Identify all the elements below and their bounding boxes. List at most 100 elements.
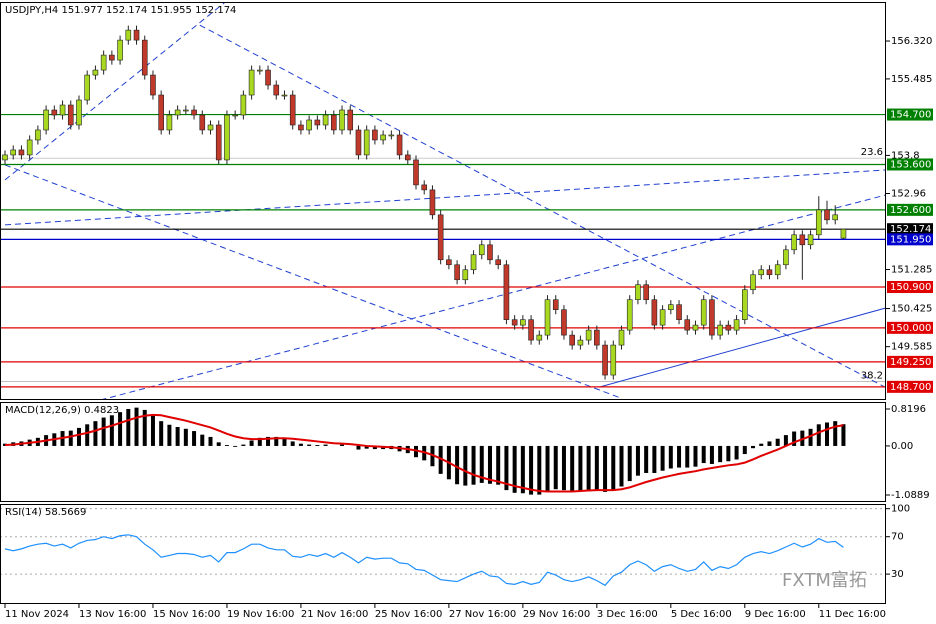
x-tick-label: 25 Nov 16:00 — [375, 609, 442, 620]
macd-bar — [249, 440, 254, 446]
macd-bar — [93, 421, 98, 446]
macd-bar — [783, 435, 788, 446]
candle-body — [117, 39, 123, 61]
macd-bar — [241, 444, 246, 446]
macd-bar — [792, 431, 797, 446]
panel — [0, 508, 886, 587]
macd-bar — [726, 445, 731, 462]
candle-body — [273, 84, 280, 96]
macd-bar — [520, 445, 525, 494]
candle-body — [100, 54, 107, 71]
level-tag: 154.700 — [887, 108, 933, 121]
level-label: 149.250 — [890, 357, 931, 368]
candle-body — [92, 69, 99, 76]
level-box — [887, 233, 933, 246]
candle-body — [684, 319, 691, 331]
candle-body — [224, 114, 230, 161]
candle-body — [421, 184, 428, 191]
macd-bar — [644, 445, 649, 473]
trend-line — [199, 24, 886, 389]
x-tick-label: 19 Nov 16:00 — [227, 609, 294, 620]
macd-bar — [479, 445, 484, 483]
candle-body — [758, 269, 765, 276]
macd-bar — [290, 441, 295, 446]
level-tag: 151.950 — [887, 233, 933, 246]
macd-bar — [611, 445, 616, 490]
macd-bar — [471, 445, 476, 485]
candle-body — [174, 109, 181, 116]
macd-bar — [529, 445, 534, 495]
macd-bar — [586, 445, 591, 490]
candle-body — [339, 109, 345, 131]
level-box — [887, 280, 933, 293]
signal-line — [4, 413, 844, 493]
macd-bar — [561, 445, 566, 491]
y-tick-label: 152.96 — [891, 189, 926, 200]
macd-bar — [224, 445, 229, 446]
y-tick-label: 30 — [891, 569, 904, 580]
macd-bar — [282, 437, 287, 446]
macd-bar — [274, 436, 279, 446]
macd-bar — [455, 445, 460, 485]
candle-body — [626, 299, 633, 331]
macd-bar — [537, 445, 542, 495]
candle-body — [396, 134, 403, 156]
candle-body — [150, 74, 156, 96]
candle-body — [717, 324, 723, 336]
macd-bar — [570, 445, 575, 492]
panel-title: MACD(12,26,9) 0.4823 — [5, 405, 119, 416]
candle-body — [437, 214, 444, 261]
x-tick-label: 5 Dec 16:00 — [671, 609, 732, 620]
macd-bar — [553, 445, 558, 490]
candle-body — [372, 129, 378, 141]
x-tick-label: 21 Nov 16:00 — [301, 609, 368, 620]
candle-body — [618, 329, 625, 346]
trend-line — [599, 307, 886, 388]
candle-body — [183, 109, 189, 112]
macd-bar — [76, 427, 81, 446]
candle-body — [257, 69, 263, 72]
panel-frame — [0, 504, 886, 604]
macd-bar — [85, 424, 90, 446]
macd-bar — [109, 415, 114, 446]
macd-bar — [183, 428, 188, 446]
macd-bar — [208, 436, 213, 446]
y-tick-label: 153.8 — [891, 150, 920, 161]
candle-body — [643, 284, 649, 301]
level-tag: 153.600 — [887, 158, 933, 171]
macd-bar — [142, 409, 147, 446]
level-tag: 149.250 — [887, 355, 933, 368]
macd-bar — [356, 445, 361, 450]
trend-line — [4, 169, 886, 226]
candle-body — [610, 344, 617, 376]
y-tick-label: -1.0889 — [891, 490, 930, 501]
candle-body — [76, 99, 82, 126]
macd-bar — [364, 445, 369, 449]
rsi-line — [4, 534, 844, 587]
candle-body — [544, 299, 551, 336]
macd-bar — [718, 445, 723, 463]
candle-body — [265, 69, 271, 86]
macd-bar — [578, 445, 583, 492]
macd-bar — [701, 445, 706, 464]
candle-body — [207, 124, 214, 131]
macd-bar — [594, 445, 599, 490]
candle-body — [487, 244, 493, 261]
y-tick-label: 151.285 — [891, 265, 932, 276]
candle-body — [84, 74, 90, 101]
level-box — [887, 108, 933, 121]
candle-body — [429, 189, 436, 216]
macd-bar — [496, 445, 501, 485]
macd-bar — [463, 445, 468, 486]
level-tag: 152.174 — [887, 223, 933, 236]
macd-bar — [668, 445, 673, 469]
level-box — [887, 355, 933, 368]
macd-bar — [216, 442, 221, 446]
candle-body — [709, 299, 715, 336]
candle-body — [528, 319, 534, 341]
macd-bar — [603, 445, 608, 492]
level-label: 152.600 — [890, 205, 931, 216]
candle-body — [67, 104, 74, 126]
candle-body — [330, 114, 337, 131]
x-tick-label: 13 Nov 16:00 — [79, 609, 146, 620]
